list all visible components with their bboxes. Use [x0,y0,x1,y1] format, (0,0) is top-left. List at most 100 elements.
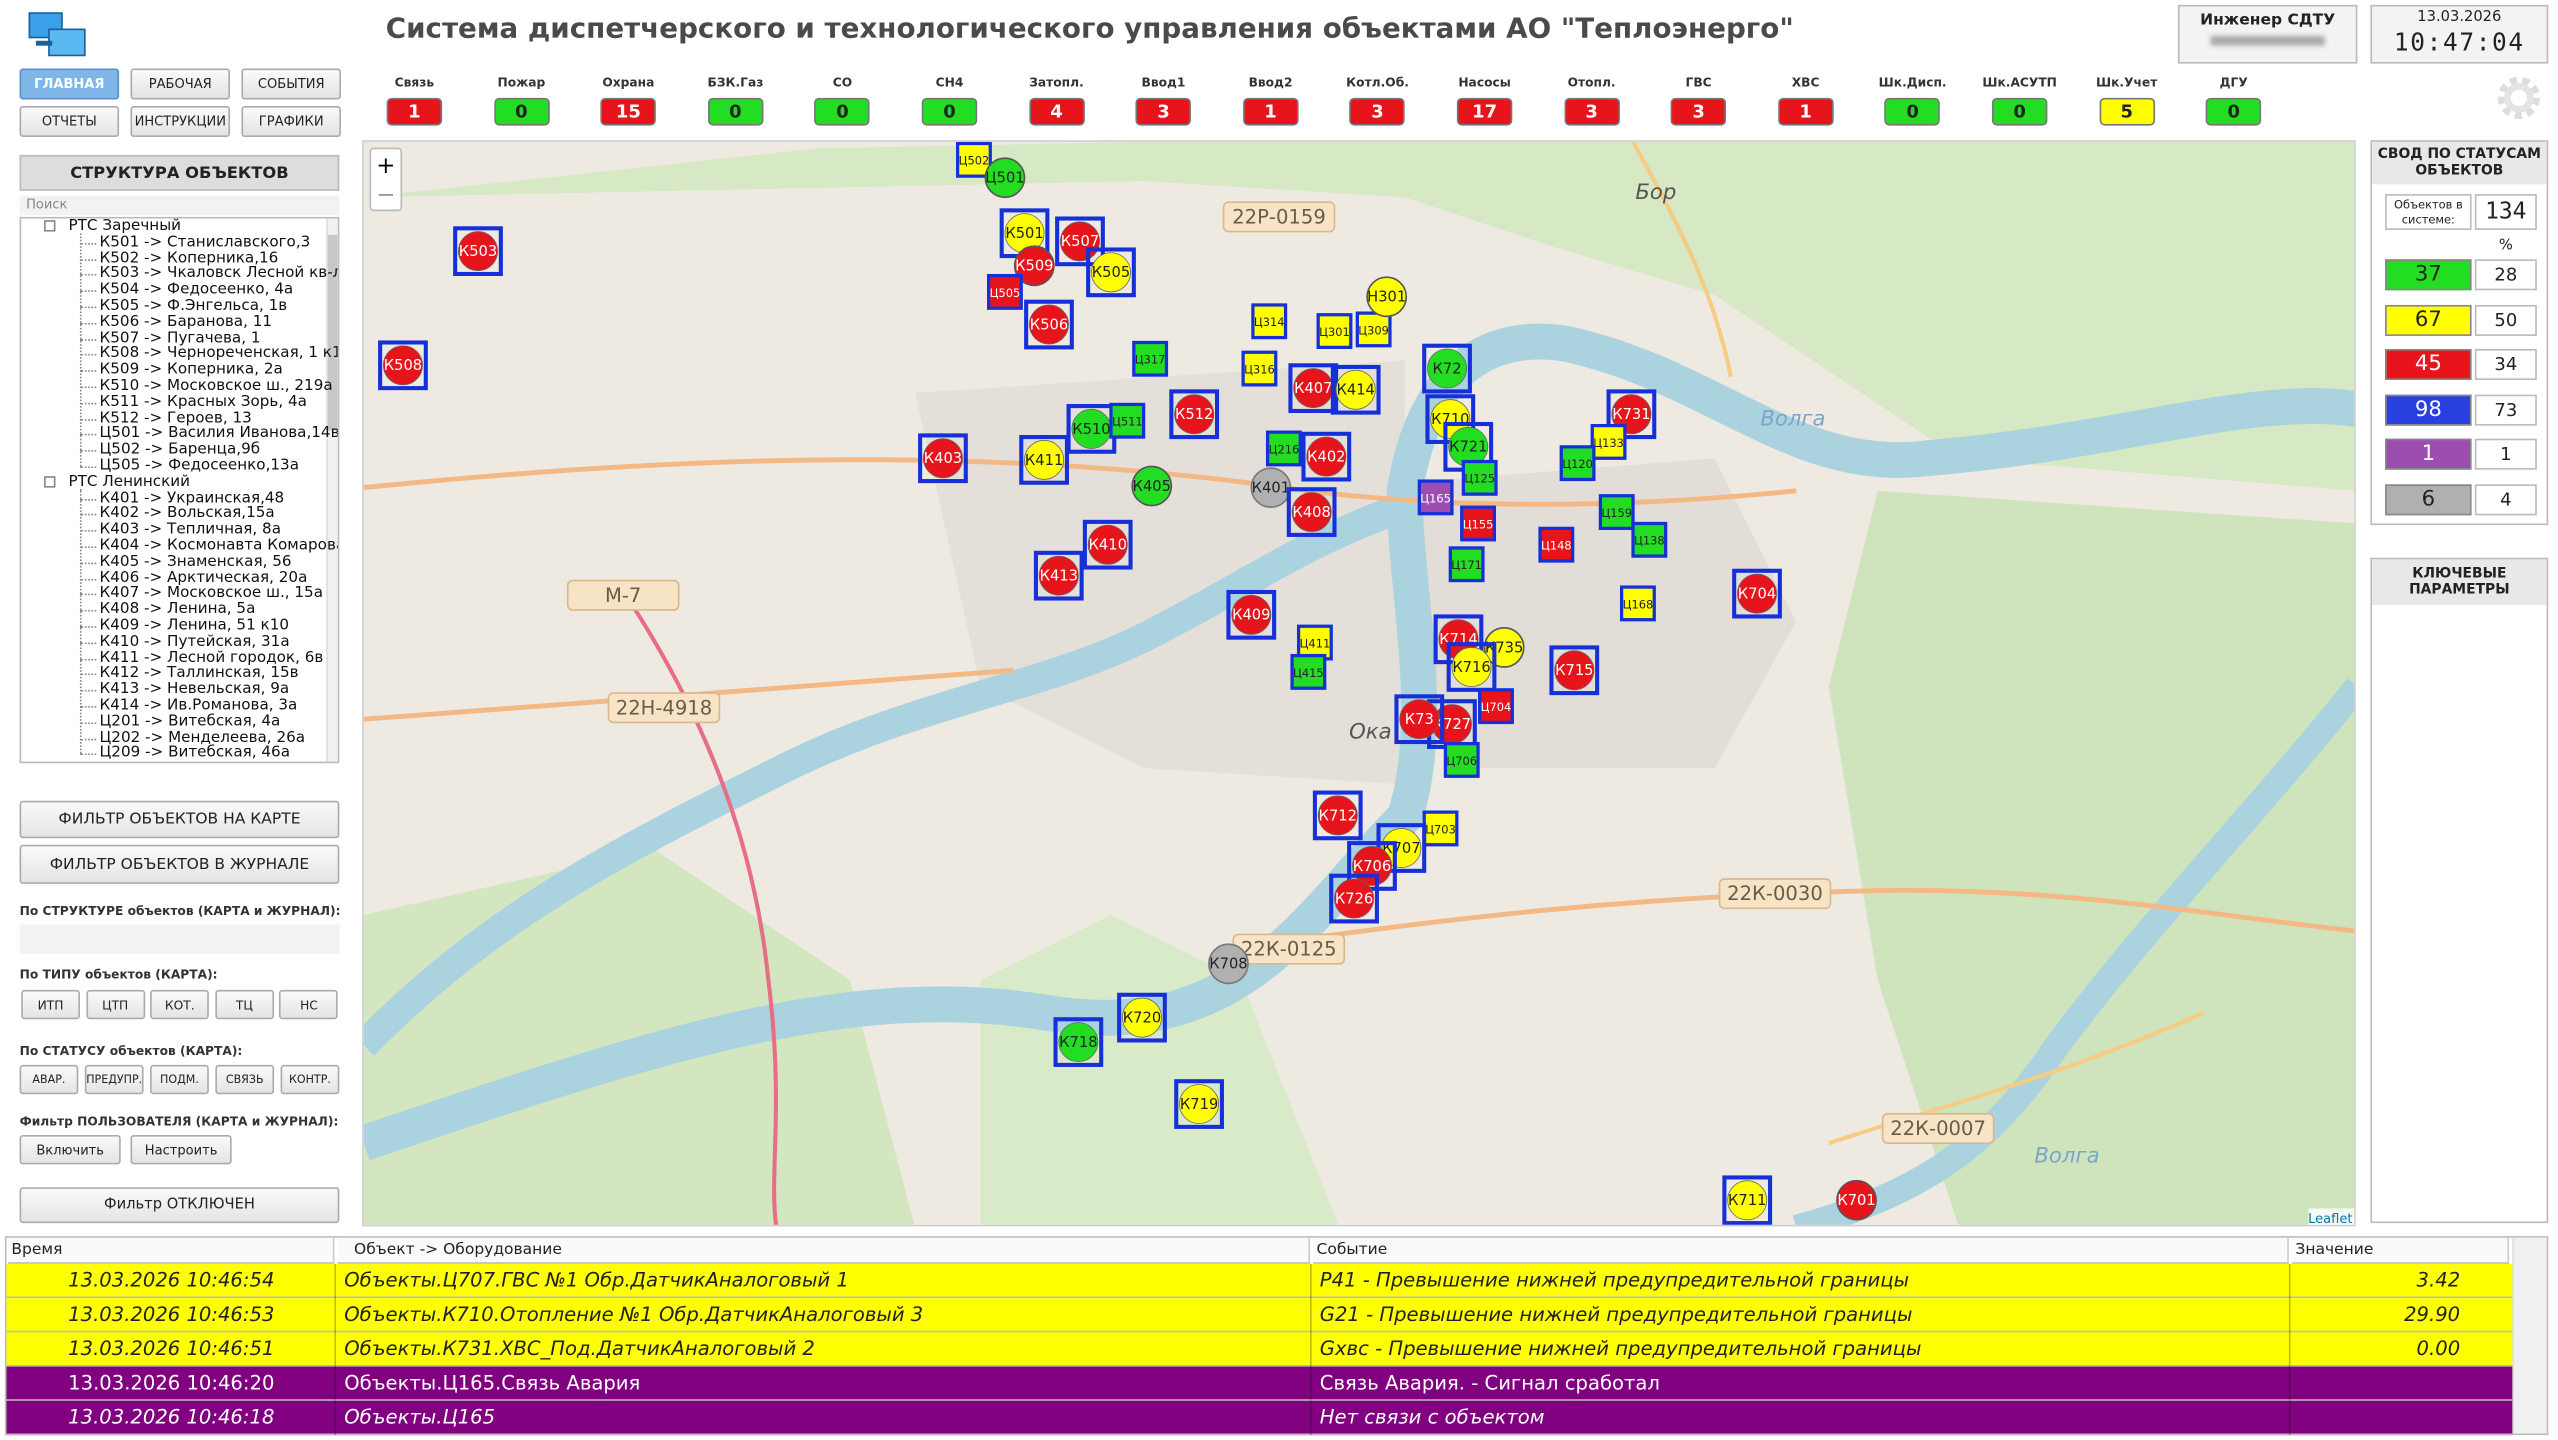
tree-item[interactable]: К509 -> Коперника, 2а [99,360,283,379]
nav-button[interactable]: ИНСТРУКЦИИ [130,106,231,137]
tree-item[interactable]: К409 -> Ленина, 51 к10 [99,616,290,635]
tree-item[interactable]: Ц201 -> Витебская, 4а [99,712,281,731]
log-row[interactable] [6,1298,2513,1333]
column-header[interactable]: Объект -> Оборудование [337,1237,1311,1264]
tree-item[interactable]: К403 -> Тепличная, 8а [99,520,282,539]
tree-item[interactable]: К411 -> Лесной городок, 6в [99,648,324,667]
log-row[interactable] [6,1400,2513,1436]
map-marker[interactable]: Ц216 [1265,430,1302,467]
tree-item[interactable]: К505 -> Ф.Энгельса, 1в [99,296,288,315]
tree-item[interactable]: К405 -> Знаменская, 56 [99,552,292,571]
map-marker[interactable]: К731 [1606,389,1657,440]
status-button[interactable]: СВЯЗЬ [215,1064,275,1095]
map-marker[interactable]: К411 [1019,435,1069,485]
map-marker[interactable]: К409 [1226,589,1277,640]
nav-button[interactable]: ГЛАВНАЯ [19,68,120,100]
filter-button[interactable]: ФИЛЬТР ОБЪЕКТОВ НА КАРТЕ [19,800,340,839]
map-marker[interactable]: К403 [918,433,968,484]
map-marker[interactable]: К405 [1131,465,1173,507]
map-marker[interactable]: К505 [1086,247,1136,298]
map-marker[interactable]: Ц168 [1619,585,1656,622]
map-marker[interactable]: Ц309 [1355,311,1392,348]
tree-group[interactable]: РТС Ленинский [68,472,190,491]
map-marker[interactable]: К402 [1301,431,1352,482]
search-input[interactable]: Поиск [19,195,340,216]
tree-item[interactable]: К414 -> Ив.Романова, 3а [99,696,298,715]
map-marker[interactable]: К715 [1549,645,1600,696]
status-button[interactable]: ПОДМ. [150,1064,209,1095]
column-header[interactable]: Событие [1313,1237,2289,1264]
zoom-in[interactable]: + [376,153,395,179]
tree-group[interactable]: РТС Заречный [68,216,182,235]
map-marker[interactable]: Ц511 [1109,402,1146,439]
map-marker[interactable]: К413 [1033,550,1084,601]
log-row[interactable] [6,1366,2513,1401]
map-marker[interactable]: К72 [1422,343,1472,394]
map-marker[interactable]: Ц502 [956,141,992,178]
type-button[interactable]: ТЦ [215,989,274,1020]
map-marker[interactable]: Ц317 [1132,340,1169,377]
map-marker[interactable]: Ц133 [1590,424,1627,460]
status-button[interactable]: КОНТР. [280,1064,340,1095]
map-marker[interactable]: К410 [1082,519,1133,570]
map-marker[interactable]: Ц155 [1460,505,1496,542]
map-marker[interactable]: Ц125 [1461,459,1498,496]
type-button[interactable]: ЦТП [85,989,145,1020]
tree-item[interactable]: К406 -> Арктическая, 20а [99,568,308,587]
map-marker[interactable]: Ц171 [1448,546,1485,583]
map-marker[interactable]: К721 [1443,421,1494,472]
map-marker[interactable]: К704 [1732,568,1782,619]
filter-input[interactable] [19,924,340,955]
user-filter-button[interactable]: Включить [19,1135,121,1165]
map-marker[interactable]: К711 [1722,1175,1773,1225]
map-marker[interactable]: Ц120 [1559,445,1596,482]
map-marker[interactable]: Ц501 [984,157,1026,199]
tree-item[interactable]: К502 -> Коперника,16 [99,248,279,267]
tree-item[interactable]: К410 -> Путейская, 31а [99,632,290,651]
tree-item[interactable]: Ц501 -> Василия Иванова,14в [99,424,340,443]
map-marker[interactable]: Ц703 [1422,810,1459,847]
nav-button[interactable]: СОБЫТИЯ [241,68,341,100]
tree-toggle[interactable] [44,475,56,488]
status-button[interactable]: АВАР. [19,1064,79,1095]
map-marker[interactable]: К508 [378,340,428,391]
map-marker[interactable]: К720 [1117,992,1167,1043]
tree-item[interactable]: К501 -> Станиславского,3 [99,232,311,251]
map-marker[interactable]: Ц505 [986,273,1023,310]
type-button[interactable]: КОТ. [150,989,210,1020]
map-marker[interactable]: Ц704 [1478,688,1514,725]
map-marker[interactable]: Ц316 [1241,350,1278,387]
tree-item[interactable]: К404 -> Космонавта Комарова [99,536,340,555]
tree-item[interactable]: Ц502 -> Баренца,9б [99,440,261,459]
column-header[interactable]: Время [8,1237,335,1264]
map-marker[interactable]: К712 [1312,790,1363,841]
tree-item[interactable]: К412 -> Таллинская, 15в [99,664,299,683]
tree-toggle[interactable] [44,220,56,232]
map-marker[interactable]: Ц301 [1316,313,1353,349]
map-marker[interactable]: К509 [1013,245,1055,287]
map-marker[interactable]: К708 [1208,943,1249,985]
map-marker[interactable]: К414 [1330,364,1381,415]
map-marker[interactable]: К706 [1347,841,1397,891]
map-marker[interactable]: Ц706 [1443,742,1480,778]
settings-icon[interactable] [2493,72,2545,124]
tree-item[interactable]: К503 -> Чкаловск Лесной кв-л [99,264,340,283]
tree-item[interactable]: К402 -> Вольская,15а [99,504,275,523]
map-marker[interactable]: К501 [999,208,1050,259]
tree-item[interactable]: К511 -> Красных Зорь, 4а [99,392,307,411]
type-button[interactable]: ИТП [21,989,80,1020]
tree-item[interactable]: К507 -> Пугачева, 1 [99,328,261,347]
log-row[interactable] [6,1332,2513,1367]
tree-item[interactable]: К407 -> Московское ш., 15а [99,584,324,603]
map-marker[interactable]: Ц148 [1538,526,1575,563]
map-marker[interactable]: Ц415 [1290,653,1327,690]
map-marker[interactable]: К506 [1024,299,1074,350]
map-marker[interactable]: К73 [1394,694,1445,745]
type-button[interactable]: НС [279,989,339,1020]
log-row[interactable] [6,1263,2513,1299]
map-marker[interactable]: К719 [1174,1079,1224,1129]
tree-item[interactable]: Ц209 -> Витебская, 46а [99,744,291,763]
tree-item[interactable]: К401 -> Украинская,48 [99,488,285,507]
filter-button[interactable]: ФИЛЬТР ОБЪЕКТОВ В ЖУРНАЛЕ [19,844,340,884]
user-filter-button[interactable]: Настроить [130,1135,232,1165]
